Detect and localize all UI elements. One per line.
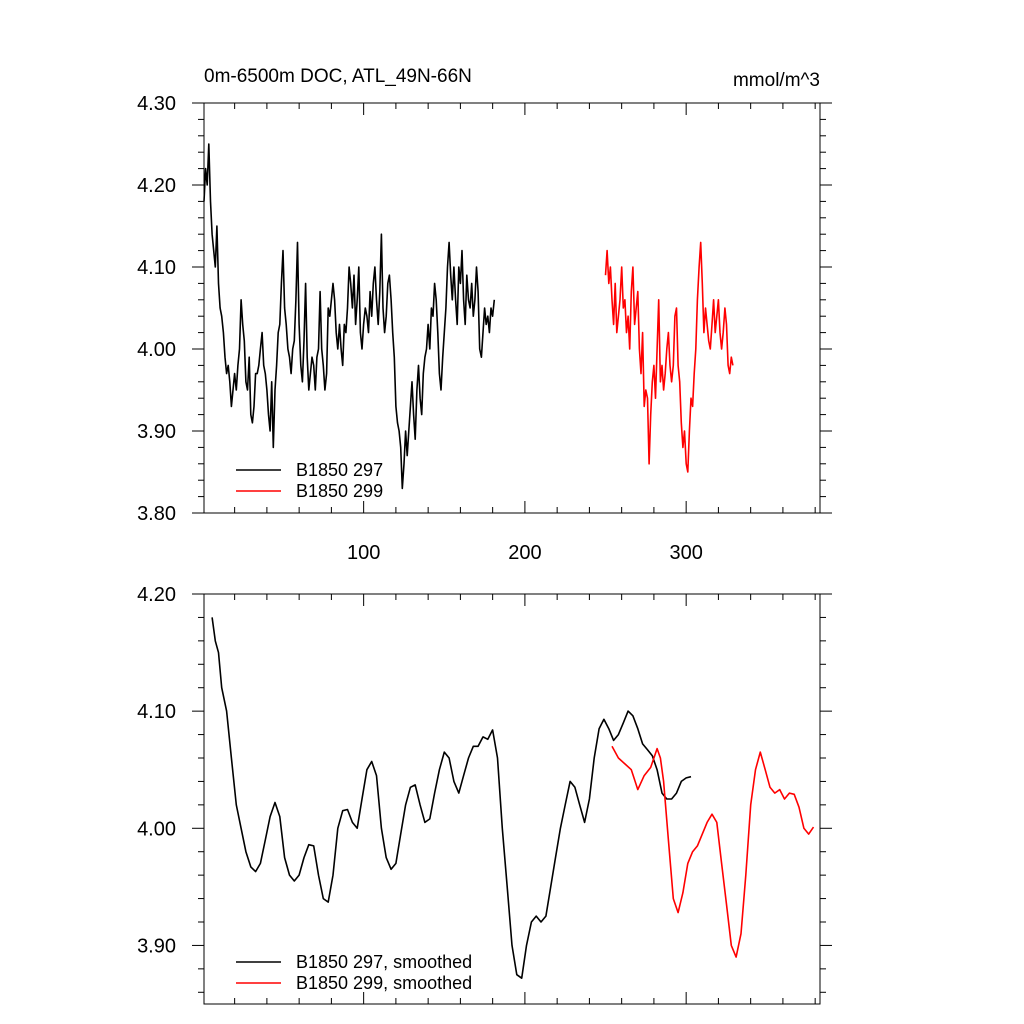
top-xtick-label: 300 (669, 542, 702, 564)
top-ytick-label: 4.20 (137, 175, 176, 197)
top-series-line-1 (203, 143, 496, 490)
top-xtick-label: 100 (347, 542, 380, 564)
bottom-series-line-1 (211, 617, 692, 980)
bottom-ytick-label: 4.20 (137, 584, 176, 606)
top-ytick-label: 4.10 (137, 257, 176, 279)
bottom-ytick-label: 3.90 (137, 935, 176, 957)
bottom-legend-label: B1850 297, smoothed (296, 952, 472, 972)
units-label: mmol/m^3 (733, 70, 820, 91)
top-legend-label: B1850 299 (296, 481, 383, 501)
bottom-legend-label: B1850 299, smoothed (296, 973, 472, 993)
bottom-panel: 3.90 4.00 4.10 4.20 B1850 297, smoothedB1850… (137, 584, 832, 1005)
top-plot-frame (203, 102, 821, 514)
top-ytick-label: 3.80 (137, 503, 176, 525)
top-ytick-label: 4.30 (137, 93, 176, 115)
top-xtick-label: 200 (508, 542, 541, 564)
top-ytick-label: 3.90 (137, 421, 176, 443)
top-ytick-label: 4.00 (137, 339, 176, 361)
top-panel: 100 200 300 3.80 3.90 4.00 4.10 4.20 4.30 B1850 2… (137, 93, 832, 564)
bottom-ytick-label: 4.00 (137, 818, 176, 840)
bottom-ytick-label: 4.10 (137, 701, 176, 723)
chart-title: 0m-6500m DOC, ATL_49N-66N (204, 66, 472, 87)
top-legend-label: B1850 297 (296, 460, 383, 480)
top-series-line-2 (604, 241, 734, 473)
bottom-plot-frame (203, 593, 821, 1005)
bottom-series-line-2 (611, 745, 815, 958)
